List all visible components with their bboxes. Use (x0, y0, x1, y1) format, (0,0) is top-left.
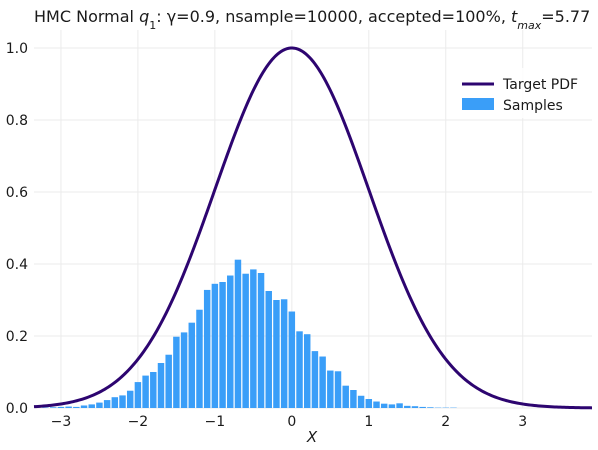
histogram-bar (288, 311, 296, 408)
histogram-bar (188, 322, 196, 408)
histogram-bar (265, 291, 272, 408)
histogram-bar (211, 283, 219, 408)
target-pdf-line (33, 46, 593, 410)
histogram-bar (165, 354, 172, 408)
histogram-bar (373, 401, 380, 408)
histogram-bar (126, 390, 134, 408)
y-tick-label: 1.0 (6, 41, 28, 57)
grid-lines (34, 30, 592, 409)
y-tick-label: 0.0 (6, 401, 28, 417)
histogram-bar (319, 356, 326, 408)
x-tick-label: −3 (51, 414, 72, 430)
x-tick-label: 3 (518, 414, 527, 430)
histogram-bar (196, 309, 203, 408)
histogram-bar (142, 375, 149, 408)
histogram-bar (411, 406, 419, 408)
histogram-bar (88, 404, 95, 408)
histogram-bar (219, 282, 226, 408)
histogram-bar (234, 259, 242, 408)
histogram-bar (103, 400, 111, 408)
histogram-bar (57, 406, 65, 408)
x-axis-label: X (306, 428, 318, 446)
y-tick-label: 0.8 (6, 113, 28, 129)
x-tick-label: 1 (364, 414, 373, 430)
histogram-bar (111, 397, 119, 408)
histogram-bar (50, 407, 57, 408)
histogram-bar (227, 275, 234, 408)
histogram-bar (380, 403, 388, 408)
histogram-bar (242, 273, 249, 408)
histogram-bar (350, 390, 357, 408)
histogram-bar (342, 385, 349, 408)
histogram-bar (157, 363, 165, 408)
y-tick-label: 0.2 (6, 329, 28, 345)
histogram-bar (96, 402, 103, 408)
histogram-bar (80, 405, 88, 408)
histogram-bar (311, 351, 319, 408)
x-tick-label: −1 (205, 414, 226, 430)
chart-title: HMC Normal q1: γ=0.9, nsample=10000, acc… (34, 7, 590, 32)
y-tick-labels: 0.0 0.2 0.4 0.6 0.8 1.0 (6, 41, 28, 417)
legend-label-samples: Samples (503, 98, 563, 114)
histogram-bar (65, 406, 72, 408)
histogram-bar (327, 370, 334, 408)
histogram-bar (334, 371, 342, 408)
histogram-bar (250, 269, 257, 408)
histogram-bar (173, 336, 180, 408)
histogram-bar (280, 299, 288, 408)
legend: Target PDF Samples (452, 68, 594, 118)
histogram-bar (119, 395, 126, 408)
histogram-bar (296, 331, 303, 408)
histogram-bar (303, 334, 311, 408)
histogram-bar (404, 405, 411, 408)
y-tick-label: 0.4 (6, 257, 28, 273)
x-tick-labels: −3 −2 −1 0 1 2 3 (51, 414, 528, 430)
histogram-bar (257, 273, 265, 408)
y-tick-label: 0.6 (6, 185, 28, 201)
target-pdf-line-group (33, 46, 593, 410)
histogram-bar (180, 332, 188, 408)
histogram-bar (273, 300, 280, 408)
sample-bars (42, 259, 457, 408)
histogram-bar (365, 399, 373, 408)
histogram-bar (419, 406, 426, 408)
histogram-bar (357, 395, 365, 408)
histogram-bar (388, 404, 396, 408)
legend-label-target-pdf: Target PDF (502, 77, 578, 93)
histogram-bar (73, 406, 80, 408)
histogram-bar (203, 289, 211, 408)
histogram-bar (150, 372, 157, 408)
histogram-bar (427, 407, 434, 408)
histogram-bar (396, 403, 403, 408)
histogram-bar (134, 382, 142, 408)
x-tick-label: −2 (128, 414, 149, 430)
x-tick-label: 0 (287, 414, 296, 430)
x-tick-label: 2 (441, 414, 450, 430)
legend-bar-swatch (462, 98, 494, 110)
